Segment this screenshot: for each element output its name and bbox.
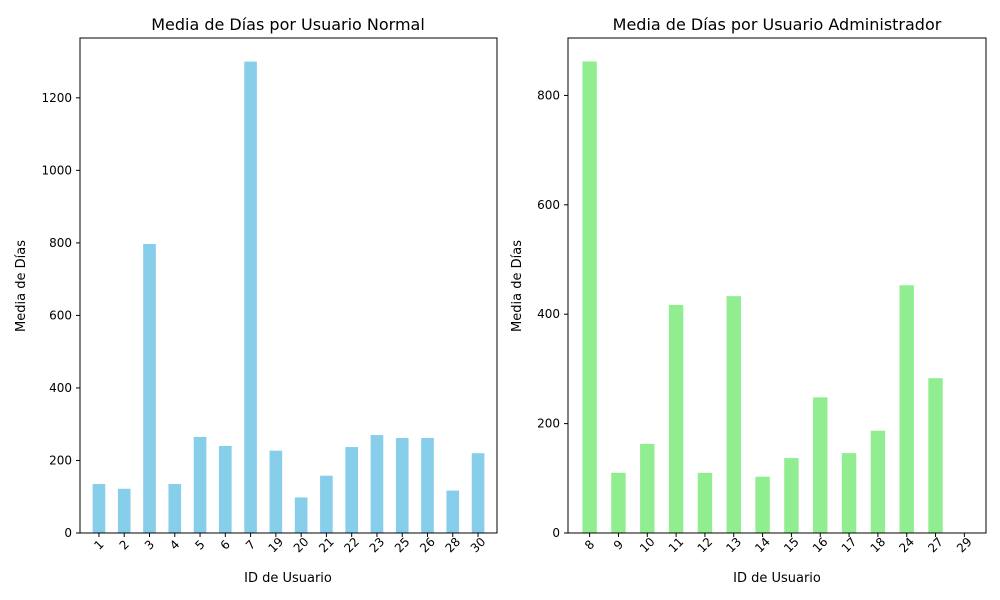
bar-21	[320, 475, 333, 533]
x-tick-label: 8	[582, 537, 597, 552]
x-tick-label: 13	[723, 535, 744, 556]
x-tick-label: 3	[142, 537, 157, 552]
x-tick-label: 14	[752, 535, 773, 556]
y-tick-label: 0	[64, 526, 72, 540]
x-tick-label: 7	[243, 537, 258, 552]
y-axis-label: Media de Días	[14, 240, 29, 332]
x-tick-label: 10	[637, 535, 658, 556]
bar-30	[471, 453, 485, 533]
y-tick-label: 800	[537, 88, 560, 102]
x-tick-label: 29	[954, 535, 975, 556]
bar-group	[92, 61, 485, 533]
y-tick-label: 600	[49, 308, 72, 322]
bar-22	[345, 447, 358, 533]
x-tick-label: 15	[781, 535, 802, 556]
bar-23	[370, 435, 384, 533]
x-tick-label: 26	[417, 535, 438, 556]
x-axis-label: ID de Usuario	[244, 571, 332, 586]
bar-28	[446, 490, 460, 533]
x-tick-label: 4	[167, 537, 182, 552]
x-tick-label: 12	[695, 535, 716, 556]
x-tick-label: 22	[341, 535, 362, 556]
y-tick-label: 400	[537, 307, 560, 321]
y-axis: 0 200 400 600 800	[537, 88, 568, 540]
x-axis: 1 2 3 4 5 6 7 19 20 21 22 23 25 26 28 30	[91, 533, 488, 555]
y-tick-label: 1200	[41, 91, 72, 105]
bar-25	[395, 437, 409, 533]
x-tick-label: 5	[192, 537, 207, 552]
bar-13	[726, 296, 741, 533]
y-tick-label: 200	[537, 417, 560, 431]
x-tick-label: 2	[117, 537, 132, 552]
bar-20	[294, 497, 308, 533]
x-tick-label: 30	[468, 535, 489, 556]
chart-title: Media de Días por Usuario Administrador	[613, 15, 942, 34]
bar-14	[755, 476, 770, 533]
x-tick-label: 18	[868, 535, 889, 556]
chart-normal-users: Media de Días por Usuario Normal 0 200 400…	[14, 15, 498, 586]
x-axis-label: ID de Usuario	[733, 571, 821, 586]
x-axis: 8 9 10 11 12 13 14 15 16 17 18 24 27 29	[582, 533, 975, 555]
chart-admin-users: Media de Días por Usuario Administrador …	[510, 15, 987, 586]
x-tick-label: 27	[925, 535, 946, 556]
x-tick-label: 6	[218, 537, 233, 552]
bar-27	[928, 378, 943, 533]
x-tick-label: 19	[266, 535, 287, 556]
bar-16	[813, 397, 828, 533]
y-axis: 0 200 400 600 800 1000 1200	[41, 91, 80, 540]
x-tick-label: 11	[666, 535, 687, 556]
chart-title: Media de Días por Usuario Normal	[151, 15, 425, 34]
x-tick-label: 1	[91, 537, 106, 552]
bar-9	[611, 472, 626, 533]
x-tick-label: 17	[839, 535, 860, 556]
y-tick-label: 200	[49, 453, 72, 467]
bar-3	[143, 243, 156, 533]
bar-12	[697, 472, 713, 533]
x-tick-label: 9	[611, 537, 626, 552]
y-tick-label: 600	[537, 198, 560, 212]
y-tick-label: 400	[49, 381, 72, 395]
x-tick-label: 16	[810, 535, 831, 556]
plot-frame	[567, 37, 987, 534]
bar-1	[92, 484, 106, 533]
x-tick-label: 24	[896, 535, 917, 556]
x-tick-label: 28	[442, 535, 463, 556]
bar-5	[193, 436, 207, 533]
bar-8	[582, 61, 597, 533]
bar-2	[117, 488, 131, 533]
bar-19	[269, 450, 283, 533]
bar-6	[219, 445, 232, 533]
bar-4	[168, 484, 182, 533]
y-axis-label: Media de Días	[510, 240, 525, 332]
plot-frame	[79, 37, 498, 534]
y-tick-label: 0	[552, 526, 560, 540]
bar-11	[668, 304, 684, 533]
x-tick-label: 21	[316, 535, 337, 556]
bar-18	[870, 430, 886, 533]
x-tick-label: 23	[367, 535, 388, 556]
bar-26	[421, 437, 434, 533]
bar-7	[244, 61, 257, 533]
y-tick-label: 800	[49, 236, 72, 250]
x-tick-label: 25	[392, 535, 413, 556]
bar-17	[841, 453, 857, 533]
bar-10	[640, 443, 655, 533]
x-tick-label: 20	[291, 535, 312, 556]
bar-15	[784, 458, 799, 533]
y-tick-label: 1000	[41, 163, 72, 177]
bar-group	[582, 61, 943, 533]
bar-24	[899, 285, 914, 533]
